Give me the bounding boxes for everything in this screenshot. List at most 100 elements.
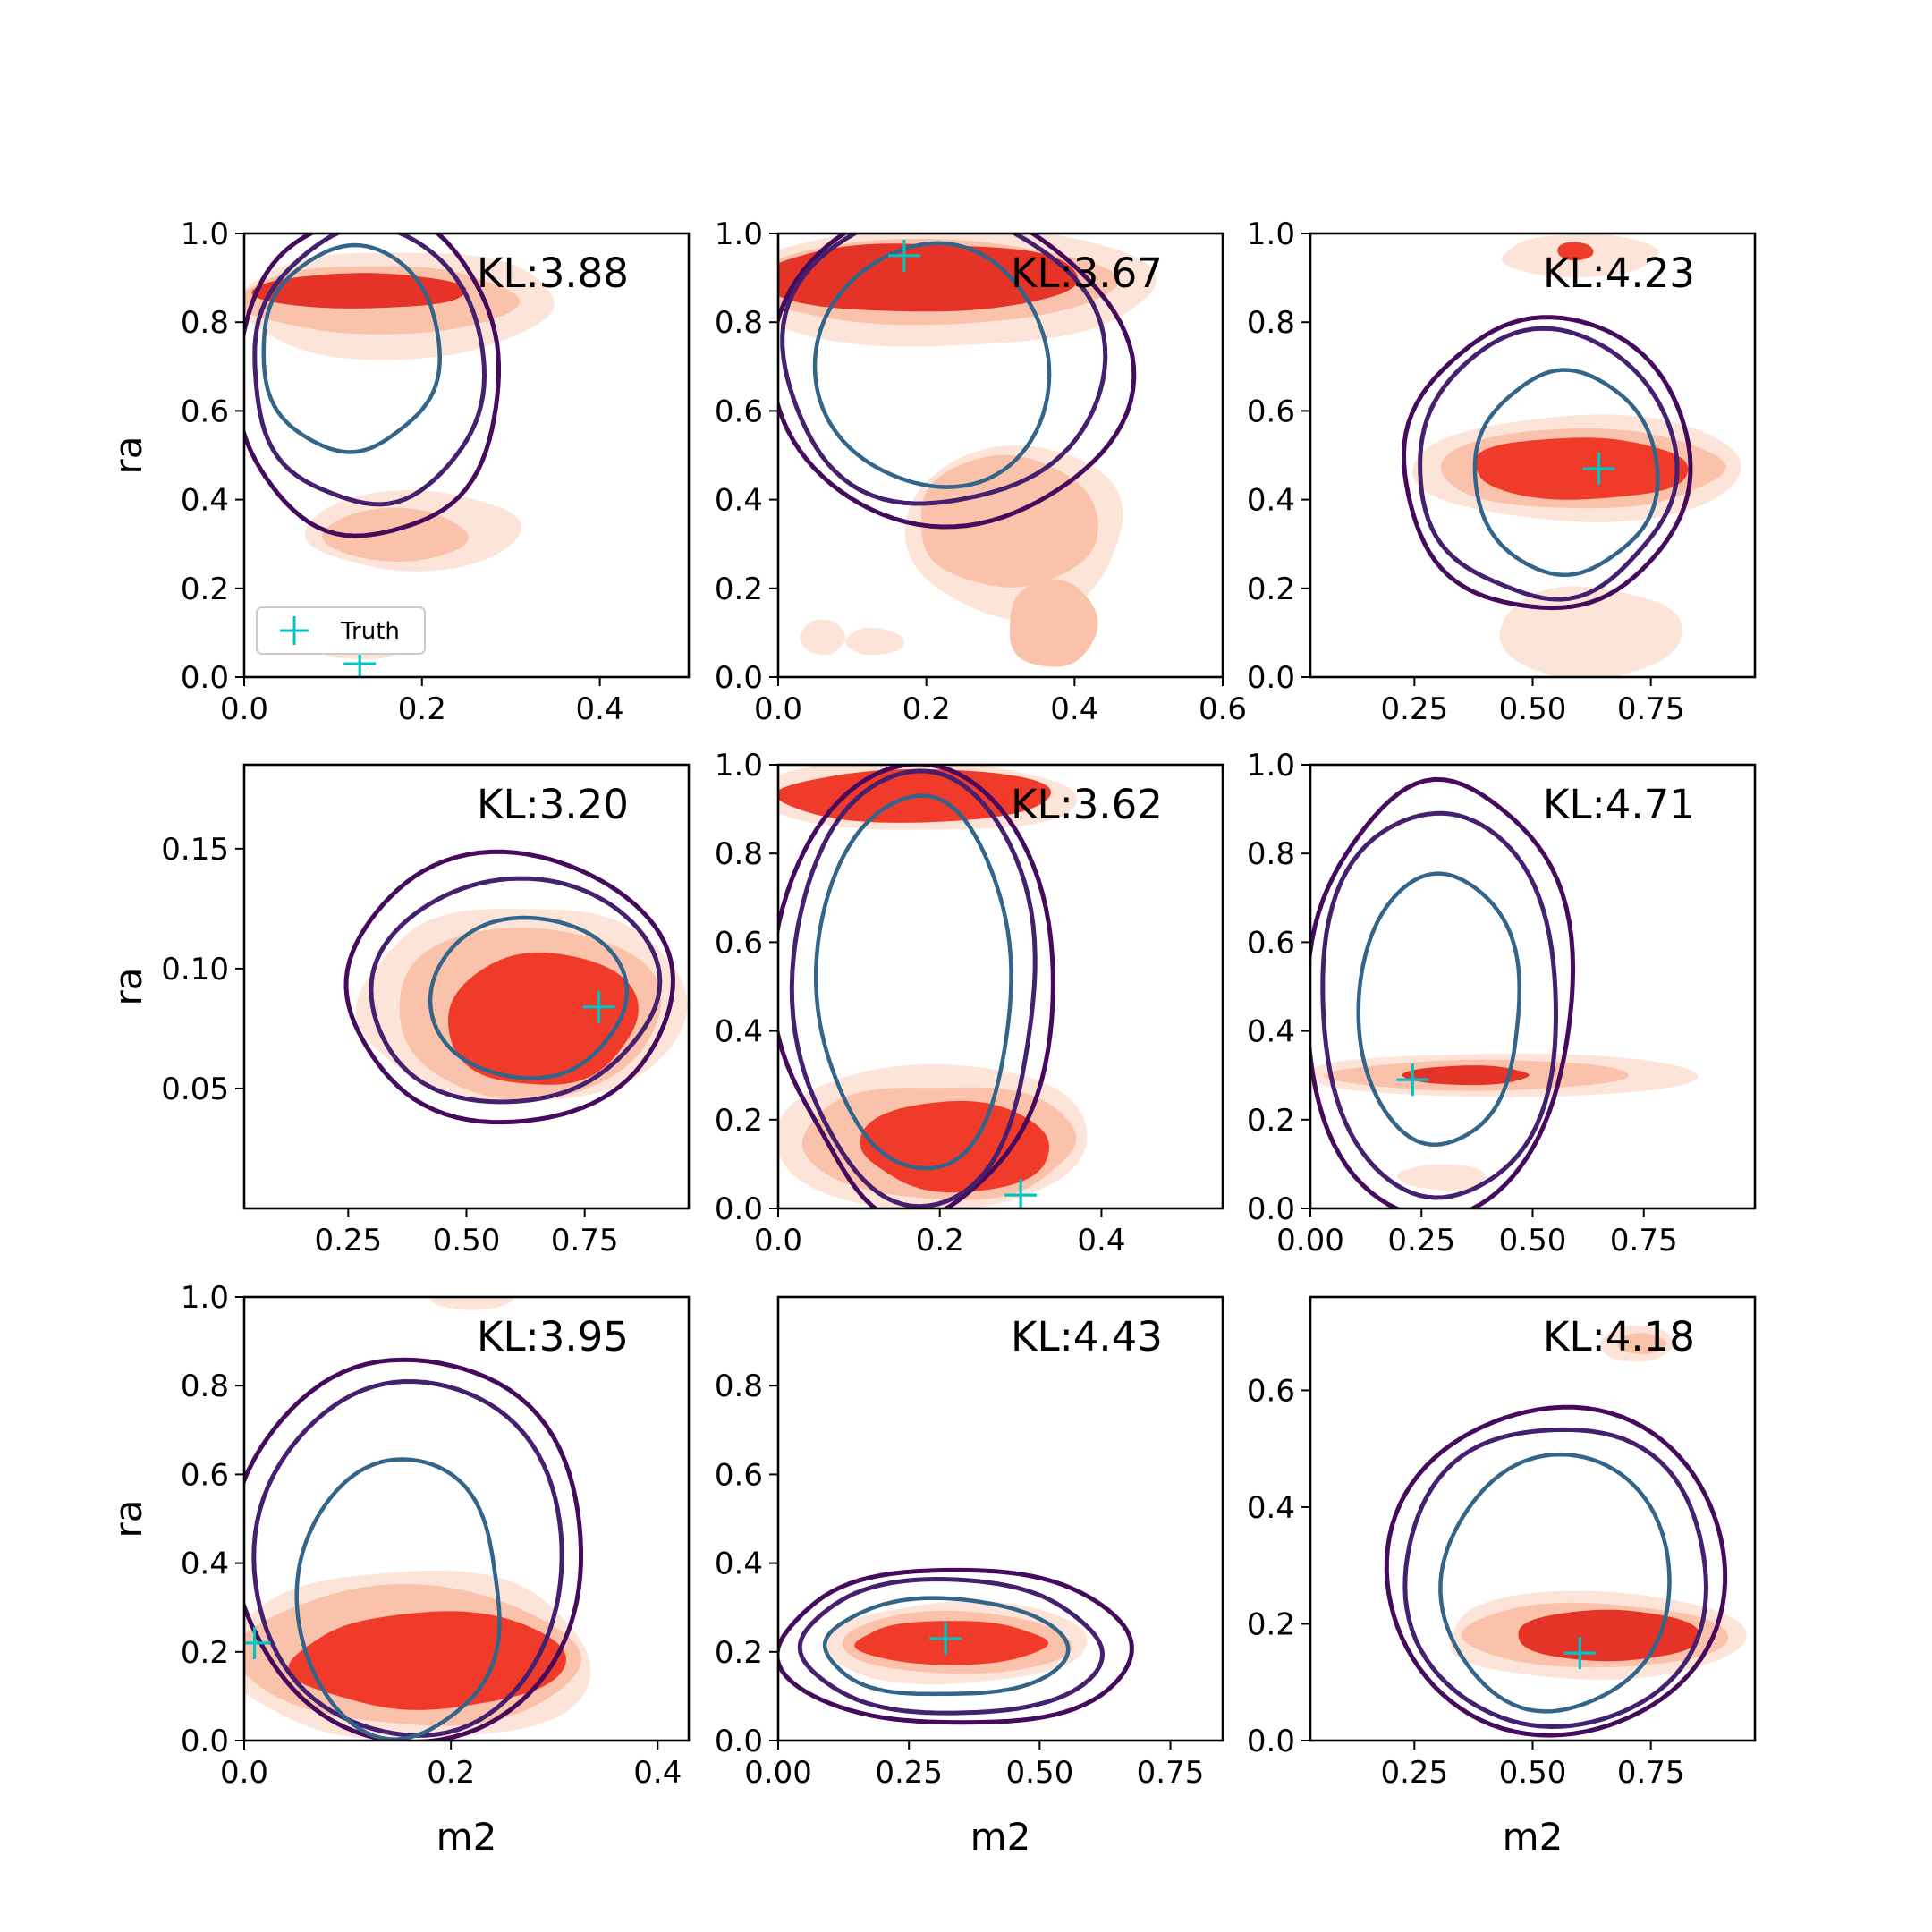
density-region <box>1617 1333 1667 1354</box>
y-tick-label: 0.6 <box>181 394 229 429</box>
density-region <box>322 507 469 562</box>
legend-label: Truth <box>340 618 400 645</box>
contour-outer <box>1310 776 1576 1208</box>
plot-area <box>244 233 555 677</box>
y-tick-label: 0.8 <box>715 305 763 341</box>
x-tick-label: 0.75 <box>1137 1755 1205 1791</box>
density-region <box>288 1611 566 1710</box>
contour-outer <box>244 233 501 538</box>
contour-middle <box>1402 1427 1708 1729</box>
x-tick-label: 0.25 <box>875 1755 943 1791</box>
x-tick-label: 0.75 <box>1610 1223 1678 1258</box>
y-axis-label: ra <box>106 967 150 1005</box>
kl-annotation: KL:3.62 <box>1011 781 1163 828</box>
x-tick-label: 0.50 <box>433 1223 501 1258</box>
plot-area <box>1310 776 1699 1208</box>
x-tick-label: 0.4 <box>633 1755 682 1791</box>
contour-middle <box>251 1379 564 1738</box>
kl-annotation: KL:3.20 <box>477 781 629 828</box>
contour-middle <box>1418 326 1680 602</box>
density-region <box>429 1297 513 1310</box>
contour-middle <box>789 768 1038 1208</box>
y-tick-label: 0.2 <box>1247 1606 1295 1642</box>
y-tick-label: 0.4 <box>181 483 229 519</box>
plot-area <box>778 1567 1134 1725</box>
contour-inner <box>261 242 442 454</box>
y-tick-label: 0.8 <box>181 305 229 341</box>
plot-area <box>778 765 1088 1208</box>
plot-area <box>1384 1326 1747 1738</box>
y-tick-label: 1.0 <box>715 748 763 784</box>
y-axis-label: ra <box>106 436 150 474</box>
contour-inner <box>294 1457 502 1741</box>
legend: Truth <box>256 606 426 655</box>
y-axis-label: ra <box>106 1499 150 1538</box>
x-axis-label: m2 <box>970 1815 1031 1859</box>
y-tick-label: 1.0 <box>1247 216 1295 252</box>
axes-frame <box>776 763 1224 1210</box>
kl-annotation: KL:4.23 <box>1543 250 1695 297</box>
y-tick-label: 0.8 <box>1247 836 1295 872</box>
axes-frame <box>242 1295 691 1742</box>
contour-inner <box>1438 1452 1672 1714</box>
x-tick-label: 0.00 <box>1276 1223 1344 1258</box>
y-tick-label: 0.6 <box>715 394 763 429</box>
truth-marker <box>244 1626 271 1659</box>
y-tick-label: 0.6 <box>1247 925 1295 961</box>
x-tick-label: 0.50 <box>1499 1223 1567 1258</box>
contour-middle <box>1320 810 1558 1200</box>
y-tick-label: 0.0 <box>1247 660 1295 696</box>
y-tick-label: 0.0 <box>715 660 763 696</box>
subplot-0-2: 0.25 0.50 0.75 0.0 0.2 0.4 0.6 0.8 1.0 KL:4.23 <box>1247 216 1757 727</box>
x-tick-label: 0.50 <box>1499 691 1567 727</box>
y-tick-label: 1.0 <box>181 1280 229 1316</box>
plot-area <box>343 849 688 1125</box>
subplot-0-0: 0.0 0.2 0.4 0.0 0.2 0.4 0.6 0.8 1.0 KL:3.88 ra Trut… <box>106 216 691 727</box>
y-tick-label: 0.8 <box>715 1368 763 1404</box>
subplot-2-1: 0.00 0.25 0.50 0.75 0.0 0.2 0.4 0.6 0.8 KL:4.43 m2 <box>715 1295 1224 1859</box>
y-tick-label: 0.0 <box>715 1724 763 1759</box>
y-tick-label: 0.4 <box>1247 1014 1295 1050</box>
density-region <box>844 627 904 656</box>
truth-marker <box>929 1622 962 1655</box>
x-tick-label: 0.75 <box>1617 691 1685 727</box>
x-tick-label: 0.75 <box>1617 1755 1685 1791</box>
y-tick-label: 0.6 <box>181 1457 229 1493</box>
kl-annotation: KL:4.43 <box>1011 1313 1163 1360</box>
y-tick-label: 0.8 <box>715 836 763 872</box>
contour-outer <box>1402 315 1693 611</box>
y-tick-label: 0.4 <box>1247 1490 1295 1526</box>
contour-inner <box>428 915 630 1080</box>
y-tick-label: 0.6 <box>1247 1373 1295 1409</box>
x-axis-label: m2 <box>436 1815 497 1859</box>
x-tick-label: 0.0 <box>220 691 268 727</box>
x-tick-label: 0.25 <box>1387 1223 1455 1258</box>
contour-inner <box>1472 368 1660 578</box>
kl-annotation: KL:3.67 <box>1011 250 1163 297</box>
y-tick-label: 0.15 <box>161 832 229 868</box>
y-tick-label: 0.2 <box>715 1635 763 1671</box>
kl-annotation: KL:4.18 <box>1543 1313 1695 1360</box>
x-tick-label: 0.0 <box>754 1223 802 1258</box>
subplot-0-1: 0.0 0.2 0.4 0.6 0.0 0.2 0.4 0.6 0.8 1.0 KL:3.67 <box>715 216 1247 727</box>
subplot-1-0: 0.25 0.50 0.75 0.05 0.10 0.15 KL:3.20 ra <box>106 763 691 1258</box>
density-region <box>1396 1164 1488 1191</box>
y-tick-label: 0.2 <box>1247 572 1295 607</box>
truth-marker <box>1396 1063 1429 1097</box>
x-tick-label: 0.25 <box>314 1223 382 1258</box>
y-tick-label: 0.05 <box>161 1072 229 1107</box>
subplot-2-0: 0.0 0.2 0.4 0.0 0.2 0.4 0.6 0.8 1.0 KL:3.95 ra m2 <box>106 1280 691 1859</box>
x-tick-label: 0.4 <box>1050 691 1098 727</box>
x-tick-label: 0.50 <box>1006 1755 1074 1791</box>
y-tick-label: 1.0 <box>181 216 229 252</box>
contour-middle <box>797 1577 1105 1716</box>
x-tick-label: 0.4 <box>1077 1223 1125 1258</box>
y-tick-label: 0.4 <box>181 1546 229 1582</box>
y-tick-label: 0.0 <box>181 1724 229 1759</box>
truth-marker <box>582 990 615 1023</box>
y-tick-label: 0.2 <box>181 1635 229 1671</box>
density-region <box>854 1621 1049 1665</box>
y-tick-label: 0.0 <box>715 1191 763 1227</box>
contour-outer <box>778 765 1055 1208</box>
x-tick-label: 0.2 <box>902 691 951 727</box>
